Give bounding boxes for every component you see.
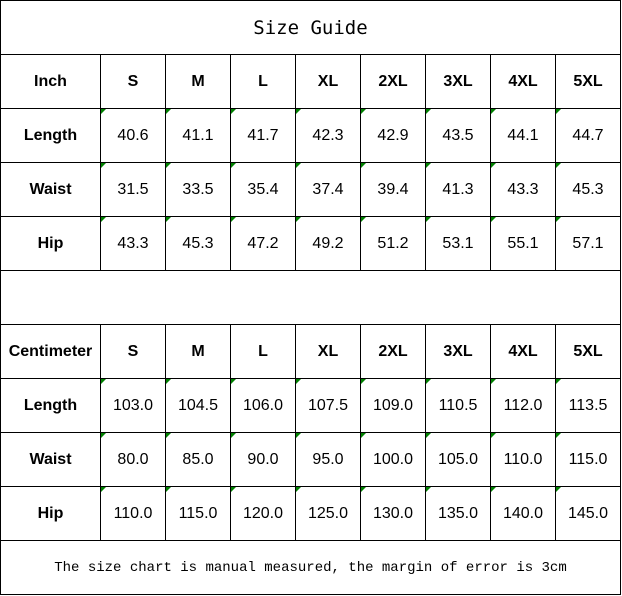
measure-value: 43.5: [425, 108, 491, 163]
size-header-4xl: 4XL: [490, 54, 556, 109]
measure-label: Length: [0, 108, 101, 163]
measure-value: 45.3: [555, 162, 621, 217]
measure-value: 49.2: [295, 216, 361, 271]
note-row: The size chart is manual measured, the m…: [0, 540, 621, 595]
size-header-m: M: [165, 54, 231, 109]
measure-value: 109.0: [360, 378, 426, 433]
measure-value: 140.0: [490, 486, 556, 541]
measure-value: 130.0: [360, 486, 426, 541]
measure-label: Waist: [0, 162, 101, 217]
measure-value: 43.3: [100, 216, 166, 271]
size-header-m: M: [165, 324, 231, 379]
measure-value: 31.5: [100, 162, 166, 217]
measure-value: 35.4: [230, 162, 296, 217]
measure-value: 125.0: [295, 486, 361, 541]
size-note: The size chart is manual measured, the m…: [0, 540, 621, 595]
measure-label: Hip: [0, 486, 101, 541]
measure-value: 43.3: [490, 162, 556, 217]
size-header-xl: XL: [295, 54, 361, 109]
size-header-l: L: [230, 324, 296, 379]
blank-cell: [0, 270, 621, 325]
measure-value: 104.5: [165, 378, 231, 433]
measure-value: 41.7: [230, 108, 296, 163]
size-header-s: S: [100, 54, 166, 109]
measure-value: 113.5: [555, 378, 621, 433]
measure-label: Hip: [0, 216, 101, 271]
size-header-s: S: [100, 324, 166, 379]
table-title: Size Guide: [0, 0, 621, 55]
size-header-2xl: 2XL: [360, 54, 426, 109]
table-row: Hip 110.0 115.0 120.0 125.0 130.0 135.0 140.0 14…: [0, 486, 621, 541]
measure-value: 53.1: [425, 216, 491, 271]
measure-value: 42.9: [360, 108, 426, 163]
measure-value: 115.0: [555, 432, 621, 487]
measure-value: 47.2: [230, 216, 296, 271]
size-header-3xl: 3XL: [425, 54, 491, 109]
measure-label: Waist: [0, 432, 101, 487]
measure-value: 41.1: [165, 108, 231, 163]
measure-value: 39.4: [360, 162, 426, 217]
measure-value: 55.1: [490, 216, 556, 271]
unit-label: Centimeter: [0, 324, 101, 379]
measure-value: 105.0: [425, 432, 491, 487]
measure-value: 100.0: [360, 432, 426, 487]
measure-value: 115.0: [165, 486, 231, 541]
measure-value: 51.2: [360, 216, 426, 271]
size-header-xl: XL: [295, 324, 361, 379]
measure-value: 44.7: [555, 108, 621, 163]
measure-value: 90.0: [230, 432, 296, 487]
table-row: Length 40.6 41.1 41.7 42.3 42.9 43.5 44.1 44.7: [0, 108, 621, 163]
measure-value: 106.0: [230, 378, 296, 433]
measure-label: Length: [0, 378, 101, 433]
measure-value: 110.5: [425, 378, 491, 433]
inch-header-row: Inch S M L XL 2XL 3XL 4XL 5XL: [0, 54, 621, 109]
measure-value: 107.5: [295, 378, 361, 433]
table-row: Waist 80.0 85.0 90.0 95.0 100.0 105.0 110.0 115.…: [0, 432, 621, 487]
measure-value: 40.6: [100, 108, 166, 163]
table-row: Hip 43.3 45.3 47.2 49.2 51.2 53.1 55.1 57.1: [0, 216, 621, 271]
measure-value: 103.0: [100, 378, 166, 433]
size-header-l: L: [230, 54, 296, 109]
measure-value: 110.0: [490, 432, 556, 487]
size-header-5xl: 5XL: [555, 324, 621, 379]
measure-value: 37.4: [295, 162, 361, 217]
measure-value: 95.0: [295, 432, 361, 487]
measure-value: 45.3: [165, 216, 231, 271]
measure-value: 41.3: [425, 162, 491, 217]
size-header-2xl: 2XL: [360, 324, 426, 379]
measure-value: 112.0: [490, 378, 556, 433]
spacer-row: [0, 270, 621, 325]
measure-value: 145.0: [555, 486, 621, 541]
measure-value: 110.0: [100, 486, 166, 541]
title-row: Size Guide: [0, 0, 621, 55]
measure-value: 57.1: [555, 216, 621, 271]
size-header-3xl: 3XL: [425, 324, 491, 379]
measure-value: 135.0: [425, 486, 491, 541]
measure-value: 80.0: [100, 432, 166, 487]
measure-value: 120.0: [230, 486, 296, 541]
table-row: Waist 31.5 33.5 35.4 37.4 39.4 41.3 43.3 45.3: [0, 162, 621, 217]
size-header-4xl: 4XL: [490, 324, 556, 379]
measure-value: 33.5: [165, 162, 231, 217]
measure-value: 44.1: [490, 108, 556, 163]
table-row: Length 103.0 104.5 106.0 107.5 109.0 110.5 112.…: [0, 378, 621, 433]
cm-header-row: Centimeter S M L XL 2XL 3XL 4XL 5XL: [0, 324, 621, 379]
measure-value: 85.0: [165, 432, 231, 487]
size-header-5xl: 5XL: [555, 54, 621, 109]
measure-value: 42.3: [295, 108, 361, 163]
unit-label: Inch: [0, 54, 101, 109]
